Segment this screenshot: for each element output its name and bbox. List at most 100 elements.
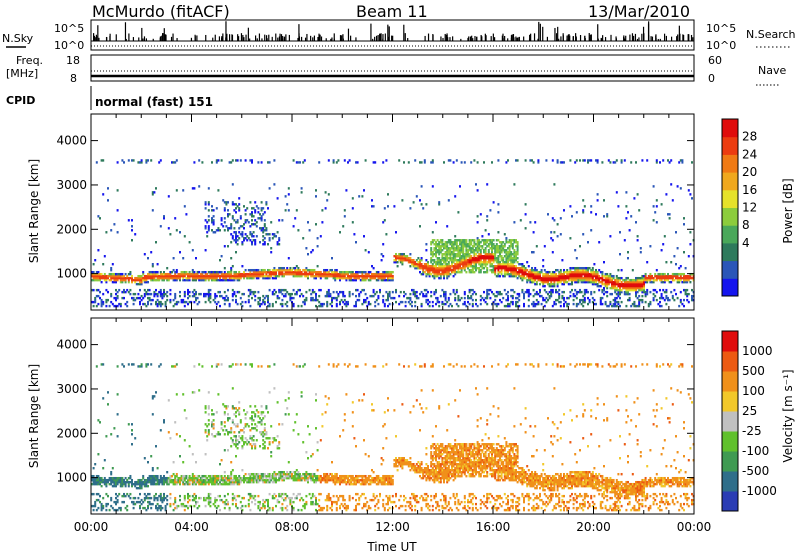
velocity-cell bbox=[118, 480, 121, 484]
velocity-cell bbox=[164, 496, 167, 500]
power-cell bbox=[495, 264, 498, 268]
velocity-cell bbox=[132, 506, 135, 510]
power-cell bbox=[609, 272, 612, 276]
velocity-cell bbox=[183, 496, 186, 500]
velocity-cell bbox=[97, 480, 100, 484]
velocity-cell bbox=[150, 506, 153, 510]
velocity-cell bbox=[156, 498, 159, 502]
power-cell bbox=[174, 296, 177, 300]
velocity-cell bbox=[207, 391, 210, 394]
power-cell bbox=[251, 207, 253, 210]
power-cell bbox=[575, 211, 578, 214]
power-cell bbox=[251, 161, 253, 164]
power-cell bbox=[305, 247, 308, 250]
power-cell bbox=[147, 302, 149, 306]
power-cell bbox=[574, 161, 577, 164]
power-cell bbox=[167, 276, 170, 280]
power-cell bbox=[183, 294, 186, 298]
velocity-cell bbox=[107, 480, 109, 484]
power-cell bbox=[460, 266, 463, 270]
power-cell bbox=[273, 272, 276, 276]
power-cell bbox=[479, 268, 482, 272]
power-cell bbox=[468, 241, 471, 244]
power-cell bbox=[163, 276, 165, 280]
velocity-cell bbox=[215, 506, 218, 510]
power-cell bbox=[380, 253, 383, 256]
power-cell bbox=[97, 294, 100, 298]
power-cell bbox=[556, 278, 559, 282]
power-cell bbox=[182, 278, 185, 282]
power-cell bbox=[660, 292, 663, 296]
power-cell bbox=[150, 292, 153, 296]
power-cell bbox=[100, 272, 103, 276]
power-cell bbox=[463, 259, 466, 262]
power-cell bbox=[124, 302, 127, 306]
power-cell bbox=[583, 270, 586, 274]
power-cell bbox=[387, 278, 389, 282]
power-cell bbox=[251, 235, 253, 238]
power-cell bbox=[363, 189, 365, 192]
power-cell bbox=[467, 264, 469, 268]
velocity-cell bbox=[140, 363, 143, 366]
velocity-cell bbox=[159, 474, 162, 478]
power-cell bbox=[539, 278, 541, 282]
power-cell bbox=[475, 243, 477, 246]
power-cell bbox=[329, 274, 332, 278]
power-cell bbox=[587, 272, 589, 276]
power-cell bbox=[609, 292, 612, 296]
power-cell bbox=[591, 276, 594, 280]
velocity-cell bbox=[150, 474, 153, 478]
power-cell bbox=[446, 241, 449, 244]
power-cell bbox=[265, 272, 268, 276]
power-cell bbox=[571, 282, 573, 286]
power-cell bbox=[235, 221, 237, 224]
power-cell bbox=[99, 296, 101, 300]
velocity-cell bbox=[95, 482, 98, 486]
power-cell bbox=[540, 268, 543, 272]
velocity-cell bbox=[153, 480, 156, 484]
power-cell bbox=[263, 276, 266, 280]
power-cell bbox=[649, 300, 652, 304]
power-cell bbox=[601, 272, 604, 276]
power-cell bbox=[201, 276, 204, 280]
power-cell bbox=[484, 270, 487, 274]
power-cell bbox=[307, 221, 309, 224]
power-cell bbox=[499, 247, 501, 250]
power-cell bbox=[324, 294, 327, 298]
velocity-cell bbox=[183, 494, 186, 498]
power-cell bbox=[447, 262, 450, 266]
power-cell bbox=[572, 270, 575, 274]
power-cell bbox=[627, 282, 629, 286]
power-cell bbox=[451, 259, 453, 262]
power-cell bbox=[516, 292, 519, 296]
velocity-cell bbox=[126, 480, 129, 484]
power-cell bbox=[372, 274, 375, 278]
power-cell bbox=[350, 276, 353, 280]
power-cell bbox=[219, 304, 221, 308]
power-cell bbox=[390, 278, 393, 282]
power-cell bbox=[150, 272, 153, 276]
power-cell bbox=[99, 278, 101, 282]
power-cell bbox=[451, 247, 453, 250]
power-cell bbox=[239, 296, 242, 300]
power-cell bbox=[603, 286, 605, 290]
date-label: 13/Mar/2010 bbox=[588, 2, 690, 21]
power-cell bbox=[591, 282, 594, 286]
power-cell bbox=[655, 290, 658, 294]
velocity-cell bbox=[131, 363, 133, 366]
power-cell bbox=[678, 266, 681, 270]
power-cell bbox=[300, 187, 303, 190]
power-cell bbox=[313, 270, 316, 274]
power-cell bbox=[684, 276, 687, 280]
velocity-cell bbox=[135, 486, 138, 490]
power-cell bbox=[473, 264, 476, 268]
power-cell bbox=[427, 302, 429, 306]
power-cell bbox=[444, 245, 447, 248]
power-cell bbox=[231, 203, 234, 206]
velocity-cell bbox=[145, 482, 148, 486]
power-cell bbox=[110, 292, 113, 296]
power-cell bbox=[691, 298, 693, 302]
velocity-cell bbox=[139, 480, 141, 484]
power-cell bbox=[505, 268, 508, 272]
power-cell bbox=[460, 257, 463, 260]
